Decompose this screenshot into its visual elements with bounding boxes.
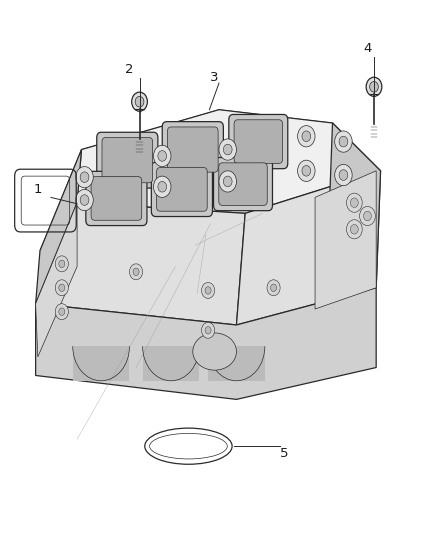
Circle shape	[76, 166, 93, 188]
Polygon shape	[40, 110, 332, 251]
Circle shape	[153, 146, 171, 166]
Circle shape	[219, 171, 237, 192]
FancyBboxPatch shape	[102, 138, 152, 183]
Circle shape	[370, 82, 378, 92]
Circle shape	[346, 193, 362, 212]
Circle shape	[271, 284, 277, 292]
Circle shape	[205, 287, 211, 294]
FancyBboxPatch shape	[86, 171, 147, 225]
Circle shape	[267, 280, 280, 296]
Text: 5: 5	[280, 447, 289, 460]
Circle shape	[219, 139, 237, 160]
FancyBboxPatch shape	[91, 176, 142, 220]
Circle shape	[55, 304, 68, 320]
Text: 4: 4	[363, 42, 371, 55]
Text: 1: 1	[34, 183, 42, 196]
Circle shape	[55, 280, 68, 296]
Circle shape	[346, 220, 362, 239]
Polygon shape	[35, 288, 376, 399]
Circle shape	[201, 322, 215, 338]
Polygon shape	[35, 203, 77, 357]
FancyBboxPatch shape	[219, 163, 267, 205]
Text: 3: 3	[210, 71, 219, 84]
Text: 2: 2	[125, 63, 134, 76]
Circle shape	[80, 172, 89, 182]
Circle shape	[130, 264, 143, 280]
Circle shape	[302, 165, 311, 176]
Circle shape	[339, 169, 348, 180]
Circle shape	[302, 131, 311, 142]
Circle shape	[335, 131, 352, 152]
Circle shape	[55, 256, 68, 272]
FancyBboxPatch shape	[151, 163, 212, 216]
Circle shape	[223, 144, 232, 155]
FancyBboxPatch shape	[214, 158, 272, 211]
Circle shape	[350, 198, 358, 207]
Polygon shape	[35, 150, 81, 304]
Circle shape	[158, 181, 166, 192]
Circle shape	[223, 176, 232, 187]
Circle shape	[158, 151, 166, 161]
Polygon shape	[208, 346, 265, 381]
FancyBboxPatch shape	[162, 122, 223, 177]
Circle shape	[135, 96, 144, 107]
Circle shape	[297, 160, 315, 181]
Circle shape	[350, 224, 358, 234]
Circle shape	[59, 260, 65, 268]
Polygon shape	[328, 123, 381, 288]
FancyBboxPatch shape	[229, 115, 288, 168]
Circle shape	[339, 136, 348, 147]
Ellipse shape	[193, 333, 237, 370]
Circle shape	[133, 268, 139, 276]
Circle shape	[153, 176, 171, 197]
Circle shape	[59, 284, 65, 292]
Circle shape	[76, 189, 93, 211]
FancyBboxPatch shape	[234, 120, 283, 164]
Circle shape	[201, 282, 215, 298]
Polygon shape	[77, 110, 381, 213]
Circle shape	[366, 77, 382, 96]
Circle shape	[59, 308, 65, 316]
Polygon shape	[143, 346, 199, 381]
Polygon shape	[35, 203, 245, 325]
Polygon shape	[315, 171, 376, 309]
Polygon shape	[73, 346, 130, 381]
Circle shape	[364, 211, 371, 221]
Polygon shape	[237, 171, 381, 325]
FancyBboxPatch shape	[97, 132, 158, 188]
Circle shape	[132, 92, 148, 111]
FancyBboxPatch shape	[167, 127, 218, 172]
FancyBboxPatch shape	[156, 167, 207, 211]
Circle shape	[360, 206, 375, 225]
Circle shape	[205, 327, 211, 334]
Circle shape	[80, 195, 89, 205]
Circle shape	[335, 165, 352, 185]
Circle shape	[297, 126, 315, 147]
